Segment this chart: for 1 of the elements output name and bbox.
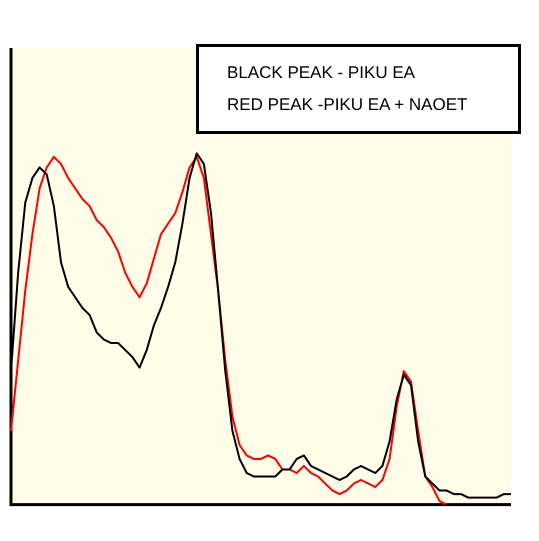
text-box: BLACK PEAK - PIKU EA RED PEAK -PIKU EA + NAOET	[196, 44, 521, 134]
